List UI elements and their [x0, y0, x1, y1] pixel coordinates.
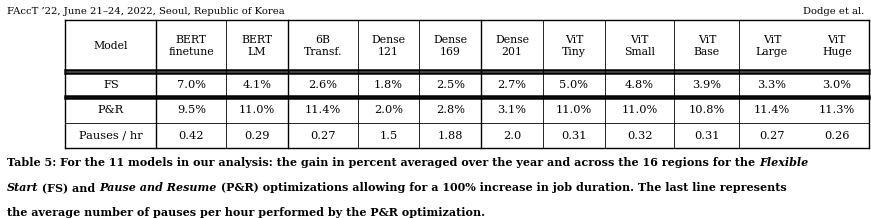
- Text: 10.8%: 10.8%: [689, 106, 725, 115]
- Text: ViT
Huge: ViT Huge: [822, 35, 852, 57]
- Text: 11.0%: 11.0%: [621, 106, 658, 115]
- Text: FS: FS: [103, 80, 118, 90]
- Text: Dodge et al.: Dodge et al.: [803, 7, 864, 15]
- Text: BERT
LM: BERT LM: [241, 35, 273, 57]
- Text: ViT
Base: ViT Base: [694, 35, 720, 57]
- Text: 3.3%: 3.3%: [758, 80, 787, 90]
- Text: 1.88: 1.88: [437, 131, 463, 141]
- Text: 4.1%: 4.1%: [242, 80, 272, 90]
- Text: 0.31: 0.31: [561, 131, 586, 141]
- Text: 11.4%: 11.4%: [753, 106, 790, 115]
- Text: 2.0%: 2.0%: [374, 106, 403, 115]
- Text: Table 5: For the 11 models in our analysis: the gain in percent averaged over th: Table 5: For the 11 models in our analys…: [7, 157, 759, 168]
- Text: 1.5: 1.5: [380, 131, 397, 141]
- Text: Start: Start: [7, 182, 38, 193]
- Text: 7.0%: 7.0%: [177, 80, 206, 90]
- Text: 2.0: 2.0: [503, 131, 521, 141]
- Text: Model: Model: [93, 41, 128, 51]
- Text: Dense
201: Dense 201: [495, 35, 529, 57]
- Text: 2.6%: 2.6%: [308, 80, 337, 90]
- Text: 3.9%: 3.9%: [692, 80, 721, 90]
- Text: (FS) and: (FS) and: [38, 182, 99, 193]
- Text: ViT
Tiny: ViT Tiny: [562, 35, 586, 57]
- Text: 2.5%: 2.5%: [436, 80, 465, 90]
- Text: 6B
Transf.: 6B Transf.: [303, 35, 342, 57]
- Text: P&R: P&R: [98, 106, 124, 115]
- Text: 5.0%: 5.0%: [559, 80, 588, 90]
- Text: 0.42: 0.42: [179, 131, 204, 141]
- Text: 3.0%: 3.0%: [822, 80, 851, 90]
- Text: 2.8%: 2.8%: [436, 106, 465, 115]
- Text: 0.27: 0.27: [760, 131, 785, 141]
- Text: Flexible: Flexible: [759, 157, 808, 168]
- Text: 11.3%: 11.3%: [819, 106, 855, 115]
- Text: Dense
121: Dense 121: [372, 35, 406, 57]
- Text: Pauses / hr: Pauses / hr: [79, 131, 143, 141]
- Text: 0.31: 0.31: [694, 131, 719, 141]
- Text: Pause and Resume: Pause and Resume: [99, 182, 217, 193]
- Text: ViT
Small: ViT Small: [624, 35, 655, 57]
- Text: 0.29: 0.29: [244, 131, 270, 141]
- Text: 11.0%: 11.0%: [556, 106, 592, 115]
- Text: 11.4%: 11.4%: [305, 106, 341, 115]
- Text: 9.5%: 9.5%: [177, 106, 206, 115]
- Text: (P&R) optimizations allowing for a 100% increase in job duration. The last line : (P&R) optimizations allowing for a 100% …: [217, 182, 787, 193]
- Text: ViT
Large: ViT Large: [756, 35, 788, 57]
- Text: FAccT ’22, June 21–24, 2022, Seoul, Republic of Korea: FAccT ’22, June 21–24, 2022, Seoul, Repu…: [7, 7, 285, 15]
- Text: Dense
169: Dense 169: [433, 35, 467, 57]
- Text: 1.8%: 1.8%: [374, 80, 403, 90]
- Text: 11.0%: 11.0%: [239, 106, 275, 115]
- Text: 0.26: 0.26: [824, 131, 849, 141]
- Text: 0.27: 0.27: [310, 131, 335, 141]
- Text: BERT
finetune: BERT finetune: [168, 35, 214, 57]
- Text: the average number of pauses per hour performed by the P&R optimization.: the average number of pauses per hour pe…: [7, 207, 485, 218]
- Text: 0.32: 0.32: [627, 131, 652, 141]
- Text: 2.7%: 2.7%: [497, 80, 527, 90]
- Text: 3.1%: 3.1%: [497, 106, 527, 115]
- Text: 4.8%: 4.8%: [625, 80, 654, 90]
